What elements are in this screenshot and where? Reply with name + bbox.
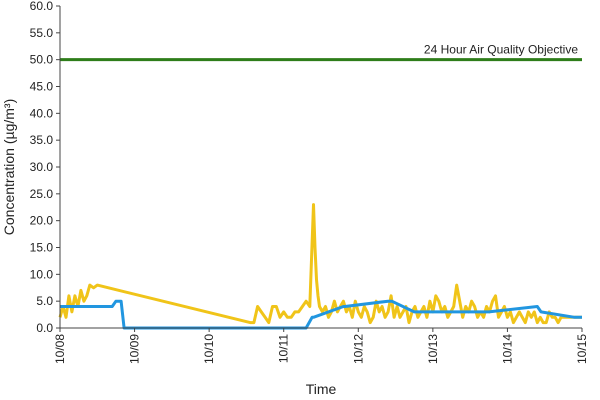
y-tick-label: 20.0 bbox=[30, 214, 54, 228]
x-tick-label: 10/08 bbox=[53, 334, 67, 364]
ticks-group: 0.0 5.0 10.0 15.0 20.0 25.0 30.0 35.0 40.0 45.0 50… bbox=[30, 0, 589, 364]
x-tick-label: 10/14 bbox=[500, 334, 514, 364]
y-tick-label: 55.0 bbox=[30, 26, 54, 40]
y-tick-label: 50.0 bbox=[30, 53, 54, 67]
x-tick-label: 10/13 bbox=[426, 334, 440, 364]
y-tick-label: 30.0 bbox=[30, 160, 54, 174]
y-tick-label: 25.0 bbox=[30, 187, 54, 201]
reference-line-label: 24 Hour Air Quality Objective bbox=[424, 43, 578, 57]
x-tick-label: 10/10 bbox=[202, 334, 216, 364]
x-tick-label: 10/15 bbox=[575, 334, 589, 364]
x-tick-label: 10/12 bbox=[351, 334, 365, 364]
y-tick-label: 0.0 bbox=[36, 321, 53, 335]
y-tick-label: 10.0 bbox=[30, 267, 54, 281]
y-tick-label: 40.0 bbox=[30, 106, 54, 120]
x-tick-label: 10/11 bbox=[277, 334, 291, 363]
y-tick-label: 5.0 bbox=[36, 294, 53, 308]
x-axis-title: Time bbox=[306, 381, 337, 397]
y-tick-label: 15.0 bbox=[30, 241, 54, 255]
series-line-1 bbox=[58, 203, 582, 325]
x-tick-label: 10/09 bbox=[128, 334, 142, 364]
y-tick-label: 60.0 bbox=[30, 0, 54, 13]
series-group bbox=[58, 203, 582, 330]
y-tick-label: 35.0 bbox=[30, 133, 54, 147]
y-axis-title: Concentration (µg/m³) bbox=[1, 99, 17, 235]
y-tick-label: 45.0 bbox=[30, 80, 54, 94]
series-line-2 bbox=[60, 299, 582, 330]
